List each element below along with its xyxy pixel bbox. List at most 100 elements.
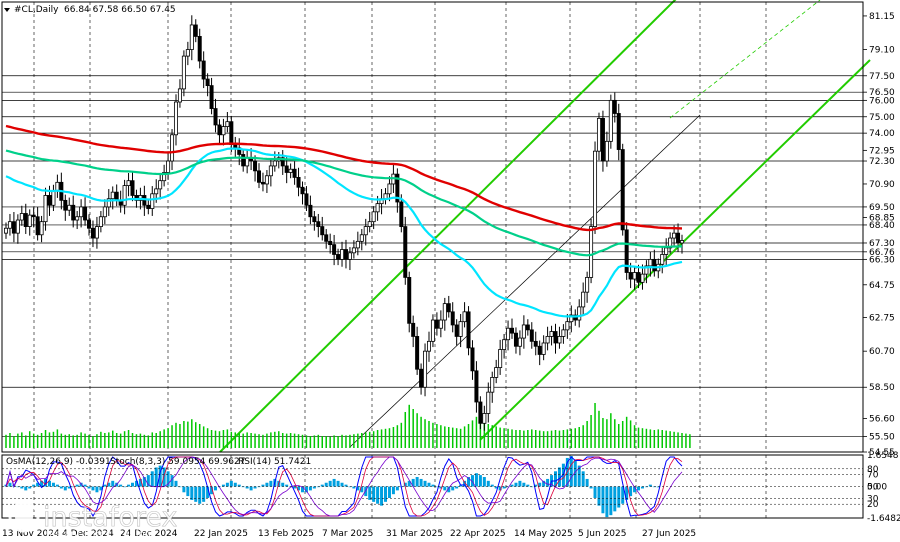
osma-bar: [451, 486, 455, 491]
osma-bar: [518, 480, 522, 487]
candle-body: [31, 214, 36, 218]
candle-body: [648, 258, 653, 267]
candle-body: [430, 319, 435, 342]
osma-bar: [387, 486, 391, 499]
candle-body: [284, 165, 289, 173]
logo-icon: [15, 508, 33, 526]
candle-body: [565, 321, 570, 331]
candle-body: [173, 101, 178, 136]
ema-slow-line: [5, 124, 683, 232]
candle-body: [189, 24, 194, 50]
y-tick-label: 77.50: [869, 72, 895, 82]
y-tick-label: 62.75: [869, 314, 895, 324]
x-tick-label: 13 Feb 2025: [258, 529, 314, 539]
candle-body: [363, 226, 368, 236]
osma-bar: [407, 480, 411, 487]
osma-bar: [67, 486, 71, 489]
osma-bar: [467, 477, 471, 487]
candle-body: [620, 149, 625, 231]
osma-bar: [601, 486, 605, 514]
osma-bar: [403, 482, 407, 487]
osma-bar: [123, 486, 127, 488]
osma-bar: [190, 486, 194, 500]
y-tick-label: 66.76: [869, 248, 895, 258]
y-tick-label: 70.90: [869, 180, 895, 190]
candle-body: [146, 204, 151, 209]
osma-bar: [95, 486, 99, 493]
candle-body: [233, 144, 238, 149]
osma-bar: [415, 477, 419, 487]
osma-bar: [498, 486, 502, 491]
osma-bar: [237, 484, 241, 487]
x-tick-label: 22 Jan 2025: [194, 529, 248, 539]
osma-bar: [146, 475, 150, 487]
candle-body: [201, 60, 206, 80]
candle-body: [593, 150, 598, 227]
candle-body: [98, 216, 103, 227]
candle-body: [4, 227, 9, 234]
candle-body: [158, 180, 163, 190]
osma-bar: [644, 486, 648, 488]
candle-body: [434, 319, 439, 329]
osma-bar: [293, 486, 297, 489]
x-tick-label: 7 Mar 2025: [322, 529, 373, 539]
osma-bar: [629, 486, 633, 497]
y-tick-label: 55.50: [869, 432, 895, 442]
candle-body: [166, 160, 171, 173]
candle-body: [229, 121, 234, 146]
osma-bar: [249, 486, 253, 491]
osma-bar: [569, 456, 573, 487]
channel-line: [219, 0, 677, 453]
panel-frames: [1, 1, 864, 519]
channel-line: [479, 59, 871, 441]
osma-bar: [198, 486, 202, 504]
candle-body: [395, 173, 400, 203]
candle-body: [110, 191, 115, 200]
osma-bar: [502, 486, 506, 489]
dropdown-triangle-icon[interactable]: [4, 8, 10, 12]
stoch-axis-label: 70: [867, 471, 879, 481]
stoch-label: Stoch(8,3,3) 59.0954 69.9627: [110, 457, 245, 467]
osma-bar: [51, 482, 55, 487]
candle-body: [442, 303, 447, 321]
candle-body: [288, 168, 293, 173]
candle-body: [320, 226, 325, 236]
candle-body: [636, 272, 641, 283]
candle-body: [347, 252, 352, 260]
osma-bar: [32, 484, 36, 487]
osma-bar: [138, 478, 142, 487]
candle-body: [316, 221, 321, 227]
logo-brand: instaforex: [43, 502, 177, 533]
candle-body: [415, 336, 420, 370]
candle-body: [51, 190, 56, 206]
osma-bar: [83, 484, 87, 487]
osma-bar: [332, 478, 336, 487]
candle-body: [83, 206, 88, 221]
osma-bar: [368, 486, 372, 500]
rsi-label: RSI(14) 51.7421: [238, 457, 311, 467]
osma-bar: [391, 486, 395, 495]
candle-body: [150, 193, 155, 209]
osma-bar: [281, 482, 285, 487]
candle-body: [399, 201, 404, 227]
x-tick-label: 5 Jun 2025: [578, 529, 626, 539]
candle-body: [67, 204, 72, 211]
osma-bar: [87, 486, 91, 489]
osma-bar: [253, 486, 257, 489]
candle-body: [340, 249, 345, 260]
y-tick-label: 60.70: [869, 347, 895, 357]
osma-bar: [154, 467, 158, 487]
candle-body: [19, 213, 24, 221]
indicator-panel-frame: [1, 454, 864, 519]
y-tick-label: 81.15: [869, 12, 895, 22]
osma-bar: [194, 486, 198, 502]
candle-body: [177, 88, 182, 103]
candle-body: [450, 311, 455, 326]
osma-bar: [40, 480, 44, 487]
osma-bar: [261, 484, 265, 487]
candle-body: [23, 213, 28, 227]
candle-body: [446, 303, 451, 313]
y-tick-label: 74.00: [869, 129, 895, 139]
